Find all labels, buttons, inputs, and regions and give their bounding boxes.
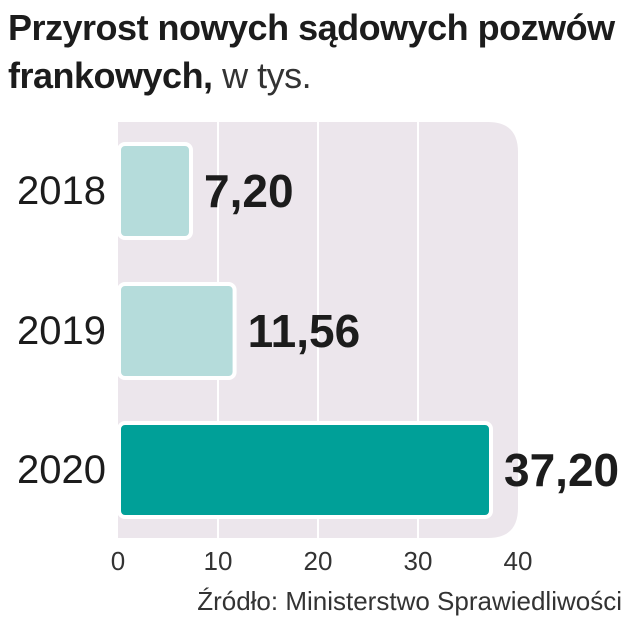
bar (117, 282, 237, 380)
y-category-label: 2018 (17, 169, 106, 213)
bar-value-label: 37,20 (504, 444, 619, 496)
bar-value-label: 7,20 (204, 165, 294, 217)
y-category-label: 2020 (17, 448, 106, 492)
x-tick-label: 10 (204, 546, 233, 576)
x-tick-label: 0 (111, 546, 125, 576)
source-note: Źródło: Ministerstwo Sprawiedliwości (197, 586, 622, 616)
x-tick-label: 20 (304, 546, 333, 576)
x-tick-label: 40 (504, 546, 533, 576)
x-tick-label: 30 (404, 546, 433, 576)
chart-title-unit: w tys. (222, 55, 312, 96)
chart-title-main: Przyrost nowych sądowych pozwów frankowy… (8, 7, 615, 96)
y-category-label: 2019 (17, 309, 106, 353)
bar (117, 142, 193, 240)
bar (117, 421, 493, 519)
bar-value-label: 11,56 (248, 305, 361, 357)
chart-title: Przyrost nowych sądowych pozwów frankowy… (8, 4, 632, 100)
